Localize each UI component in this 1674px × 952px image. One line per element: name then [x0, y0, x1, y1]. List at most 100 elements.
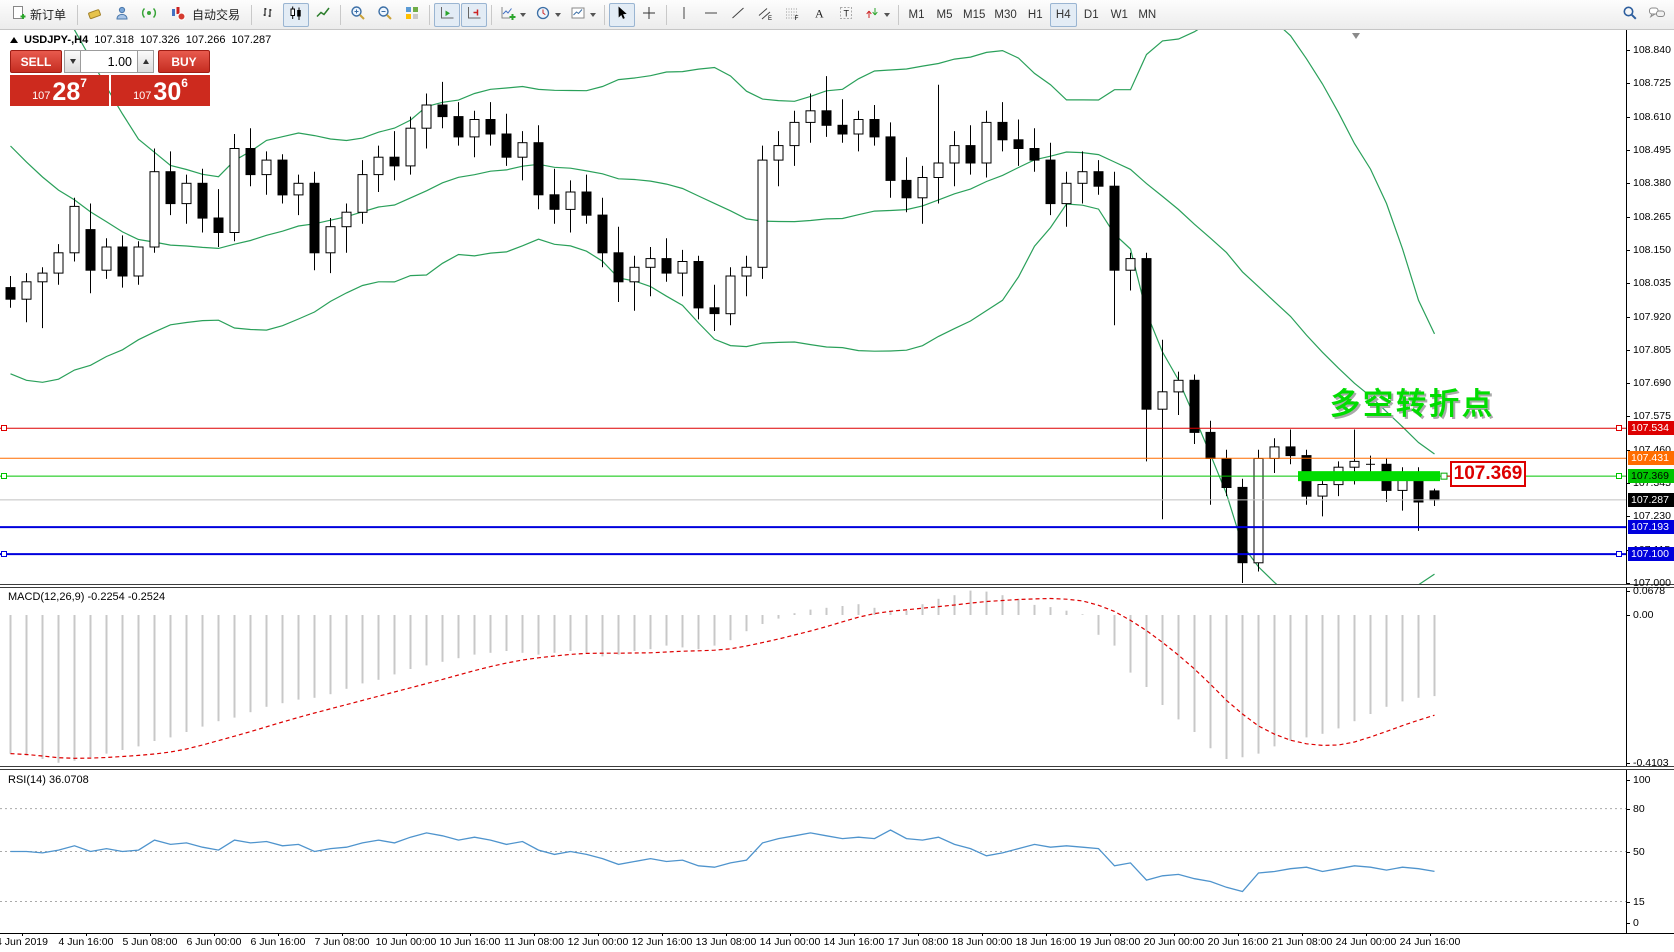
- bar-chart-button[interactable]: [256, 3, 282, 27]
- buy-quote[interactable]: 107 30 6: [111, 75, 210, 106]
- chart-shift-button[interactable]: [461, 2, 488, 27]
- fibonacci-button[interactable]: F: [779, 3, 805, 27]
- signals-button[interactable]: [136, 3, 162, 27]
- search-button[interactable]: [1617, 3, 1643, 27]
- sell-price-pips: 28: [52, 78, 81, 106]
- chevron-down-icon: [520, 12, 527, 17]
- cursor-icon: [614, 5, 630, 24]
- ohlc-open: 107.318: [94, 34, 134, 46]
- ohlc-high: 107.326: [139, 34, 180, 46]
- green-zone-bar: [1298, 471, 1450, 482]
- autotrading-button[interactable]: 自动交易: [163, 3, 247, 27]
- timeframe-toolbar: M1 M5 M15 M30 H1 H4 D1 W1 MN: [903, 2, 1161, 27]
- timeframe-h4-button[interactable]: H4: [1049, 2, 1077, 27]
- autotrading-label2: 自动交易: [192, 8, 241, 22]
- main-toolbar: 新订单 自动交易 E F A T: [0, 0, 1674, 30]
- volume-decrease-button[interactable]: [64, 50, 81, 73]
- candlestick-chart-button[interactable]: [283, 2, 310, 27]
- collapse-panel-icon[interactable]: [10, 37, 18, 43]
- one-click-trading-panel: SELL BUY 107 28 7 107 30 6: [10, 50, 210, 106]
- sell-button[interactable]: SELL: [10, 50, 62, 73]
- chat-button[interactable]: [1644, 3, 1670, 27]
- timeframe-m30-button[interactable]: M30: [994, 8, 1017, 21]
- buy-button[interactable]: BUY: [158, 50, 210, 73]
- cursor-button[interactable]: [609, 2, 636, 27]
- crosshair-icon: [641, 5, 657, 24]
- rsi-value: 36.0708: [48, 774, 89, 786]
- horizontal-line-icon: [703, 5, 719, 24]
- horizontal-line-button[interactable]: [698, 3, 724, 27]
- new-order-icon: [11, 5, 27, 24]
- crosshair-button[interactable]: [636, 3, 662, 27]
- periods-button[interactable]: [531, 3, 565, 27]
- timeframe-mn-button[interactable]: MN: [1138, 8, 1157, 21]
- text-button[interactable]: A: [806, 3, 832, 27]
- sell-price-point: 7: [80, 76, 87, 90]
- zoom-out-button[interactable]: [372, 3, 398, 27]
- zoom-in-button[interactable]: [345, 3, 371, 27]
- candlestick-icon: [288, 5, 304, 24]
- tile-windows-button[interactable]: [399, 3, 425, 27]
- symbol-info: USDJPY-,H4 107.318 107.326 107.266 107.2…: [10, 34, 271, 46]
- pane-separator-rsi[interactable]: [0, 766, 1674, 770]
- auto-scroll-button[interactable]: [434, 2, 461, 27]
- timeframe-h1-button[interactable]: H1: [1027, 8, 1043, 21]
- pane-separator-macd[interactable]: [0, 584, 1674, 588]
- arrows-button[interactable]: [860, 3, 894, 27]
- rsi-indicator-label: RSI(14) 36.0708: [8, 774, 89, 786]
- new-order-button[interactable]: 新订单: [4, 3, 73, 27]
- styler-button[interactable]: [82, 3, 108, 27]
- chart-annotation-text[interactable]: 多空转折点: [1330, 388, 1495, 421]
- volume-input[interactable]: [81, 50, 137, 73]
- time-axis[interactable]: [0, 933, 1674, 952]
- text-label-button[interactable]: T: [833, 3, 859, 27]
- toolbar-separator: [604, 4, 606, 25]
- chevron-down-icon: [555, 12, 562, 17]
- toolbar-separator: [666, 4, 668, 25]
- equidistant-channel-button[interactable]: E: [752, 3, 778, 27]
- text-icon: A: [811, 5, 827, 24]
- vertical-line-button[interactable]: [671, 3, 697, 27]
- sell-quote[interactable]: 107 28 7: [10, 75, 109, 106]
- toolbar-separator: [429, 4, 431, 25]
- timeframe-m15-button[interactable]: M15: [963, 8, 986, 21]
- triangle-up-icon: [142, 59, 149, 64]
- templates-button[interactable]: [566, 3, 600, 27]
- volume-increase-button[interactable]: [137, 50, 154, 73]
- eraser-icon: [87, 5, 103, 24]
- price-axis[interactable]: [1627, 30, 1674, 933]
- vertical-line-icon: [676, 5, 692, 24]
- timeframe-m5-button[interactable]: M5: [936, 8, 953, 21]
- label-icon: T: [838, 5, 854, 24]
- toolbar-separator: [77, 4, 79, 25]
- new-order-label: 新订单: [30, 8, 67, 22]
- horizontal-lines: [0, 427, 1626, 556]
- timeframe-m1-button[interactable]: M1: [908, 8, 925, 21]
- trendline-icon: [730, 5, 746, 24]
- rsi-title: RSI(14): [8, 774, 46, 786]
- toolbar-separator: [340, 4, 342, 25]
- chart-shift-marker-icon: [1352, 33, 1360, 39]
- timeframe-w1-button[interactable]: W1: [1110, 8, 1128, 21]
- toolbar-separator: [898, 4, 900, 25]
- chat-icon: [1648, 5, 1666, 24]
- svg-text:E: E: [768, 16, 772, 21]
- toolbar-separator: [251, 4, 253, 25]
- line-chart-button[interactable]: [310, 3, 336, 27]
- price-callout-label[interactable]: 107.369: [1450, 461, 1526, 487]
- bar-chart-icon: [261, 5, 277, 24]
- trendline-button[interactable]: [725, 3, 751, 27]
- indicators-button[interactable]: [496, 3, 530, 27]
- rsi-series: [0, 808, 1626, 902]
- chevron-down-icon: [590, 12, 597, 17]
- svg-text:A: A: [815, 7, 824, 21]
- chart-shift-icon: [466, 5, 482, 24]
- ohlc-close: 107.287: [231, 34, 272, 46]
- ohlc-low: 107.266: [185, 34, 226, 46]
- autotrading-icon: [170, 5, 186, 24]
- symbol-period-label: USDJPY-,H4: [24, 34, 89, 46]
- macd-series: [9, 590, 1436, 763]
- profile-button[interactable]: [109, 3, 135, 27]
- timeframe-d1-button[interactable]: D1: [1083, 8, 1099, 21]
